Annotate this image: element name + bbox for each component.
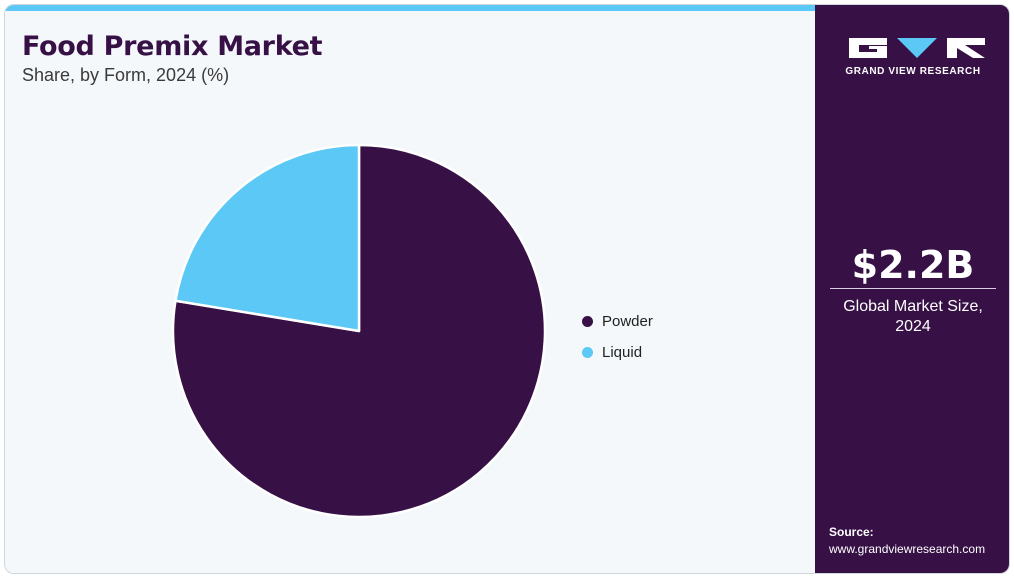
legend-label-liquid: Liquid <box>602 344 643 361</box>
market-size-value: $2.2B <box>851 243 975 287</box>
market-size-label-line1: Global Market Size, <box>843 298 983 315</box>
legend-swatch-powder <box>582 316 593 327</box>
pie-slice-liquid <box>174 143 361 333</box>
chart-subtitle: Share, by Form, 2024 (%) <box>22 65 230 85</box>
source-label: Source: <box>829 525 874 539</box>
legend-swatch-liquid <box>582 347 593 358</box>
legend-item-powder: Powder <box>582 306 653 337</box>
market-size-label-line2: 2024 <box>895 318 931 335</box>
chart-panel: Food Premix Market Share, by Form, 2024 … <box>5 5 815 573</box>
legend-item-liquid: Liquid <box>582 337 653 368</box>
stat-divider <box>830 288 996 289</box>
chart-card: Food Premix Market Share, by Form, 2024 … <box>4 4 1010 574</box>
gvr-logo-icon <box>849 38 985 58</box>
chart-title: Food Premix Market <box>22 31 323 62</box>
brand-name: GRAND VIEW RESEARCH <box>845 66 981 77</box>
source-url: www.grandviewresearch.com <box>829 542 986 556</box>
legend-label-powder: Powder <box>602 313 653 330</box>
accent-bar <box>5 5 815 11</box>
sidebar-panel: GRAND VIEW RESEARCH $2.2B Global Market … <box>815 5 1009 573</box>
market-size-label: Global Market Size, 2024 <box>815 297 1009 337</box>
chart-legend: Powder Liquid <box>582 306 653 368</box>
pie-chart <box>171 143 547 519</box>
